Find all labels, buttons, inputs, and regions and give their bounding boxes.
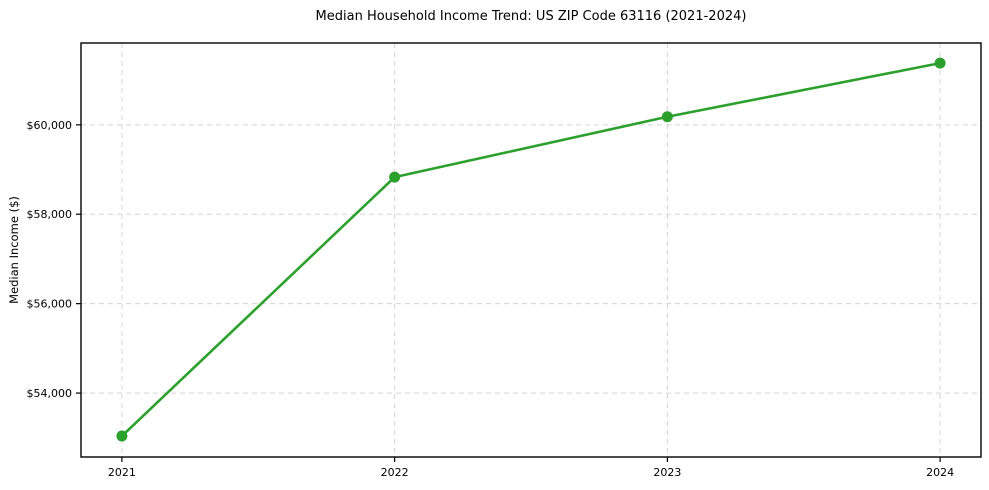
y-tick-label: $58,000 (27, 208, 73, 221)
y-tick-label: $54,000 (27, 387, 73, 400)
chart-title: Median Household Income Trend: US ZIP Co… (315, 9, 747, 24)
x-tick-label: 2021 (108, 466, 136, 479)
plot-border (80, 42, 982, 458)
data-point-2024 (934, 57, 946, 69)
trend-line (120, 61, 942, 438)
data-point-2021 (116, 430, 128, 442)
y-tick-label: $56,000 (27, 298, 73, 311)
data-point-2022 (389, 171, 401, 183)
y-tick-label: $60,000 (27, 119, 73, 132)
x-tick-label: 2022 (381, 466, 409, 479)
x-tick-label: 2023 (653, 466, 681, 479)
x-tick-label: 2024 (926, 466, 954, 479)
data-point-2023 (661, 111, 673, 123)
